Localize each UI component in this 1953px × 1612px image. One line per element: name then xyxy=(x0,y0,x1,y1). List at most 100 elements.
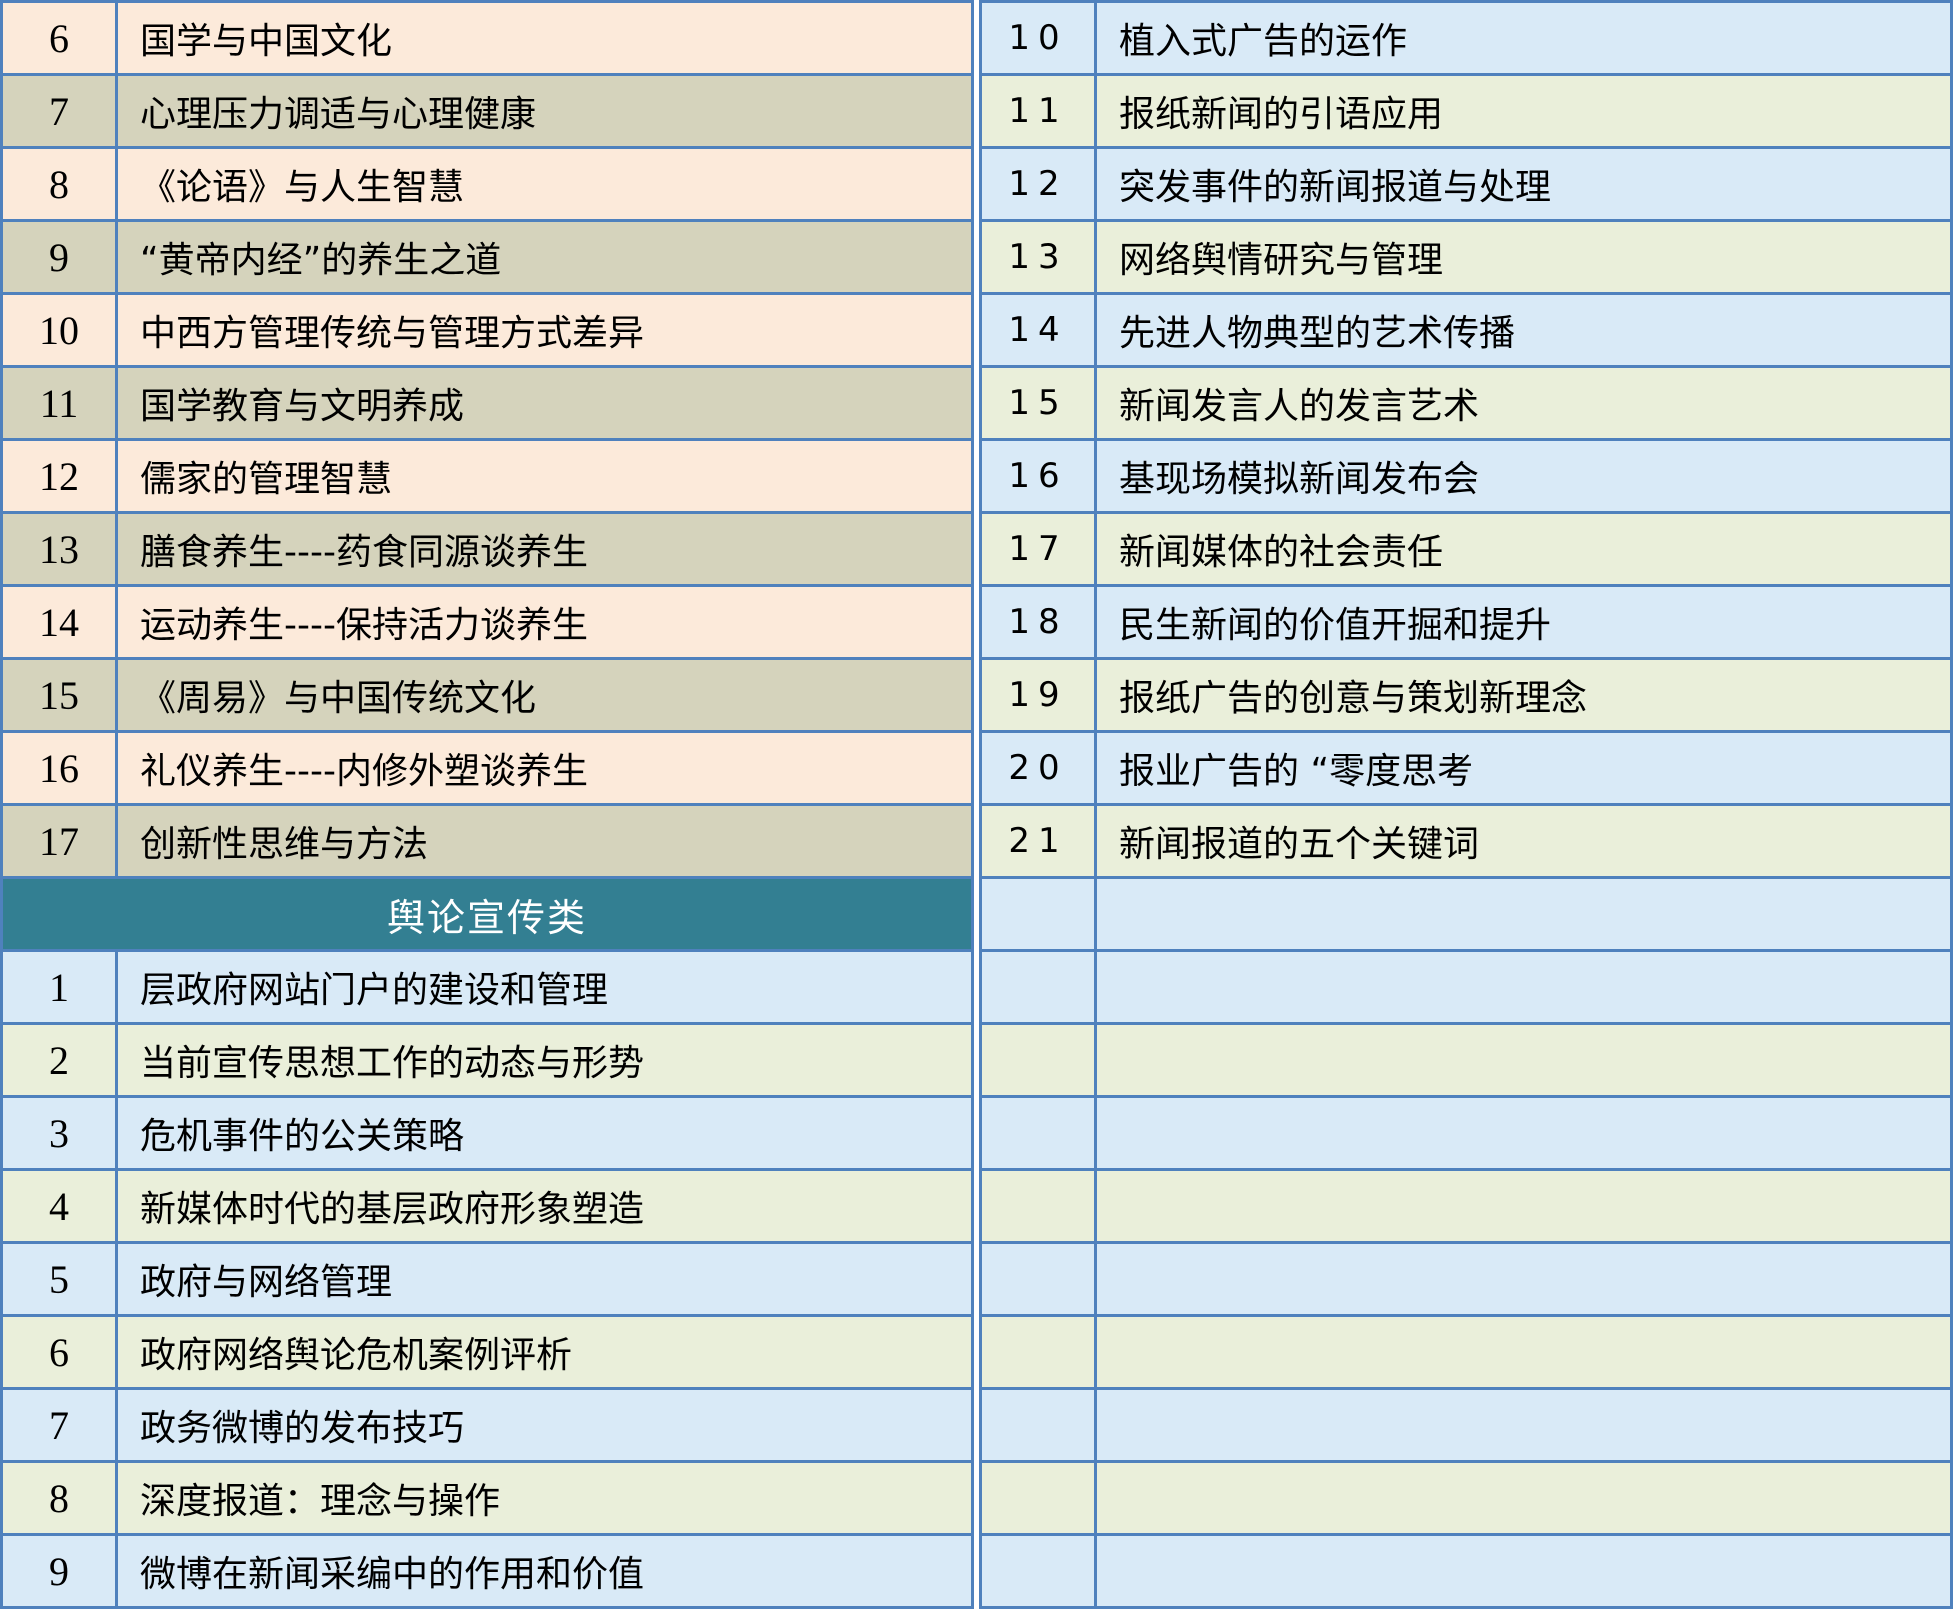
empty-cell xyxy=(979,1314,1097,1390)
empty-row xyxy=(979,949,1953,1025)
row-title: “黄帝内经”的养生之道 xyxy=(115,219,974,295)
row-number: 12 xyxy=(979,146,1097,222)
row-title: 网络舆情研究与管理 xyxy=(1094,219,1953,295)
table-row: 15 新闻发言人的发言艺术 xyxy=(979,365,1953,441)
empty-cell xyxy=(1094,1095,1953,1171)
table-row: 4 新媒体时代的基层政府形象塑造 xyxy=(0,1168,974,1244)
table-row: 8 《论语》与人生智慧 xyxy=(0,146,974,222)
table-row: 12 突发事件的新闻报道与处理 xyxy=(979,146,1953,222)
row-number: 13 xyxy=(979,219,1097,295)
row-title: 政务微博的发布技巧 xyxy=(115,1387,974,1463)
empty-cell xyxy=(979,1241,1097,1317)
row-number: 21 xyxy=(979,803,1097,879)
row-number: 14 xyxy=(0,584,118,660)
row-title: 报纸广告的创意与策划新理念 xyxy=(1094,657,1953,733)
left-table-section-1: 6 国学与中国文化 7 心理压力调适与心理健康 8 《论语》与人生智慧 9 “黄帝内经”… xyxy=(0,0,974,879)
row-title: 危机事件的公关策略 xyxy=(115,1095,974,1171)
table-row: 11 国学教育与文明养成 xyxy=(0,365,974,441)
row-title: 《论语》与人生智慧 xyxy=(115,146,974,222)
empty-row xyxy=(979,1387,1953,1463)
table-row: 16 基现场模拟新闻发布会 xyxy=(979,438,1953,514)
row-number: 18 xyxy=(979,584,1097,660)
row-title: 心理压力调适与心理健康 xyxy=(115,73,974,149)
row-title: 新闻报道的五个关键词 xyxy=(1094,803,1953,879)
row-number: 20 xyxy=(979,730,1097,806)
empty-row xyxy=(979,1460,1953,1536)
row-title: 当前宣传思想工作的动态与形势 xyxy=(115,1022,974,1098)
row-number: 9 xyxy=(0,219,118,295)
row-number: 7 xyxy=(0,1387,118,1463)
table-row: 16 礼仪养生----内修外塑谈养生 xyxy=(0,730,974,806)
empty-cell xyxy=(979,1168,1097,1244)
empty-cell xyxy=(1094,949,1953,1025)
row-title: 新媒体时代的基层政府形象塑造 xyxy=(115,1168,974,1244)
empty-cell xyxy=(979,876,1097,952)
table-row: 10 中西方管理传统与管理方式差异 xyxy=(0,292,974,368)
row-number: 7 xyxy=(0,73,118,149)
row-title: 国学教育与文明养成 xyxy=(115,365,974,441)
empty-row xyxy=(979,1022,1953,1098)
row-title: 儒家的管理智慧 xyxy=(115,438,974,514)
row-title: 新闻媒体的社会责任 xyxy=(1094,511,1953,587)
row-number: 17 xyxy=(979,511,1097,587)
section-header-label: 舆论宣传类 xyxy=(0,876,974,952)
row-title: 政府与网络管理 xyxy=(115,1241,974,1317)
row-number: 10 xyxy=(979,0,1097,76)
row-number: 2 xyxy=(0,1022,118,1098)
row-number: 12 xyxy=(0,438,118,514)
row-number: 16 xyxy=(979,438,1097,514)
table-row: 9 “黄帝内经”的养生之道 xyxy=(0,219,974,295)
empty-cell xyxy=(1094,1387,1953,1463)
row-number: 15 xyxy=(0,657,118,733)
table-row: 17 新闻媒体的社会责任 xyxy=(979,511,1953,587)
row-title: 膳食养生----药食同源谈养生 xyxy=(115,511,974,587)
empty-cell xyxy=(979,1387,1097,1463)
left-course-table: 6 国学与中国文化 7 心理压力调适与心理健康 8 《论语》与人生智慧 9 “黄帝内经”… xyxy=(0,0,974,1609)
row-number: 6 xyxy=(0,1314,118,1390)
row-number: 14 xyxy=(979,292,1097,368)
row-number: 16 xyxy=(0,730,118,806)
row-number: 19 xyxy=(979,657,1097,733)
table-row: 8 深度报道：理念与操作 xyxy=(0,1460,974,1536)
row-title: 植入式广告的运作 xyxy=(1094,0,1953,76)
row-title: 创新性思维与方法 xyxy=(115,803,974,879)
empty-cell xyxy=(1094,1314,1953,1390)
table-row: 18 民生新闻的价值开掘和提升 xyxy=(979,584,1953,660)
table-row: 11 报纸新闻的引语应用 xyxy=(979,73,1953,149)
table-row: 6 政府网络舆论危机案例评析 xyxy=(0,1314,974,1390)
table-row: 7 心理压力调适与心理健康 xyxy=(0,73,974,149)
empty-row xyxy=(979,1241,1953,1317)
row-number: 8 xyxy=(0,146,118,222)
row-number: 1 xyxy=(0,949,118,1025)
table-row: 7 政务微博的发布技巧 xyxy=(0,1387,974,1463)
table-row: 21 新闻报道的五个关键词 xyxy=(979,803,1953,879)
row-title: 民生新闻的价值开掘和提升 xyxy=(1094,584,1953,660)
row-number: 11 xyxy=(0,365,118,441)
table-row: 6 国学与中国文化 xyxy=(0,0,974,76)
row-title: 层政府网站门户的建设和管理 xyxy=(115,949,974,1025)
empty-row xyxy=(979,1095,1953,1171)
table-row: 14 运动养生----保持活力谈养生 xyxy=(0,584,974,660)
row-title: 新闻发言人的发言艺术 xyxy=(1094,365,1953,441)
row-title: 深度报道：理念与操作 xyxy=(115,1460,974,1536)
empty-cell xyxy=(979,949,1097,1025)
section-header-row: 舆论宣传类 xyxy=(0,876,974,952)
row-title: 报纸新闻的引语应用 xyxy=(1094,73,1953,149)
table-row: 20 报业广告的 “零度思考 xyxy=(979,730,1953,806)
empty-cell xyxy=(1094,1168,1953,1244)
empty-cell xyxy=(1094,1460,1953,1536)
row-title: 《周易》与中国传统文化 xyxy=(115,657,974,733)
empty-row xyxy=(979,1168,1953,1244)
row-title: 国学与中国文化 xyxy=(115,0,974,76)
row-number: 8 xyxy=(0,1460,118,1536)
empty-cell xyxy=(979,1022,1097,1098)
table-row: 3 危机事件的公关策略 xyxy=(0,1095,974,1171)
empty-cell xyxy=(979,1533,1097,1609)
empty-row xyxy=(979,1533,1953,1609)
table-row: 5 政府与网络管理 xyxy=(0,1241,974,1317)
table-row: 17 创新性思维与方法 xyxy=(0,803,974,879)
row-number: 11 xyxy=(979,73,1097,149)
empty-row xyxy=(979,876,1953,952)
table-row: 13 网络舆情研究与管理 xyxy=(979,219,1953,295)
